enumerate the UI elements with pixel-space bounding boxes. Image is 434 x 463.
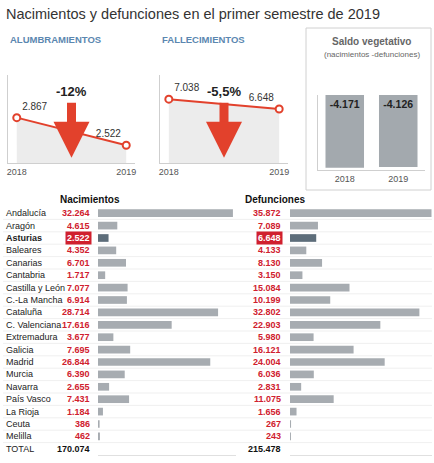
svg-text:3.677: 3.677 xyxy=(67,332,90,342)
svg-text:11.075: 11.075 xyxy=(254,394,281,404)
svg-text:Saldo vegetativo: Saldo vegetativo xyxy=(332,36,411,47)
svg-text:(nacimientos -defunciones): (nacimientos -defunciones) xyxy=(324,50,420,59)
svg-text:28.714: 28.714 xyxy=(62,307,90,317)
svg-text:Castilla y León: Castilla y León xyxy=(6,283,65,293)
svg-text:2018: 2018 xyxy=(335,174,355,184)
svg-text:La Rioja: La Rioja xyxy=(6,407,39,417)
svg-text:Galicia: Galicia xyxy=(6,345,34,355)
svg-text:6.390: 6.390 xyxy=(67,369,90,379)
svg-text:FALLECIMIENTOS: FALLECIMIENTOS xyxy=(162,34,245,45)
svg-text:32.264: 32.264 xyxy=(62,208,90,218)
svg-text:2018: 2018 xyxy=(159,167,179,177)
svg-text:6.701: 6.701 xyxy=(67,258,90,268)
svg-text:6.648: 6.648 xyxy=(249,92,274,103)
svg-text:8.130: 8.130 xyxy=(258,258,281,268)
svg-text:Madrid: Madrid xyxy=(6,357,34,367)
svg-text:Cantabria: Cantabria xyxy=(6,270,45,280)
svg-text:6.914: 6.914 xyxy=(67,295,90,305)
svg-text:17.616: 17.616 xyxy=(62,320,90,330)
svg-text:Melilla: Melilla xyxy=(6,431,32,441)
svg-text:1.656: 1.656 xyxy=(258,407,281,417)
svg-text:Nacimientos: Nacimientos xyxy=(60,194,120,205)
svg-text:7.431: 7.431 xyxy=(67,394,90,404)
svg-text:10.199: 10.199 xyxy=(253,295,281,305)
svg-text:35.872: 35.872 xyxy=(253,208,281,218)
svg-text:462: 462 xyxy=(75,431,90,441)
svg-text:15.084: 15.084 xyxy=(253,283,281,293)
svg-text:267: 267 xyxy=(266,419,281,429)
svg-text:País Vasco: País Vasco xyxy=(6,394,51,404)
svg-text:-12%: -12% xyxy=(56,84,87,99)
svg-text:243: 243 xyxy=(266,431,281,441)
svg-text:Andalucía: Andalucía xyxy=(6,208,46,218)
svg-text:Nacimientos y defunciones en e: Nacimientos y defunciones en el primer s… xyxy=(6,6,380,22)
svg-text:22.903: 22.903 xyxy=(253,320,281,330)
svg-text:2019: 2019 xyxy=(116,167,136,177)
svg-text:2.831: 2.831 xyxy=(258,382,281,392)
svg-text:2.655: 2.655 xyxy=(67,382,90,392)
svg-text:4.352: 4.352 xyxy=(67,245,90,255)
svg-text:Cataluña: Cataluña xyxy=(6,307,42,317)
svg-text:2018: 2018 xyxy=(7,167,27,177)
svg-text:2.867: 2.867 xyxy=(22,101,47,112)
svg-text:170.074: 170.074 xyxy=(57,444,90,454)
svg-text:32.802: 32.802 xyxy=(253,307,281,317)
svg-text:7.077: 7.077 xyxy=(67,283,90,293)
svg-text:7.089: 7.089 xyxy=(258,221,281,231)
svg-text:2019: 2019 xyxy=(388,174,408,184)
svg-text:ALUMBRAMIENTOS: ALUMBRAMIENTOS xyxy=(10,34,101,45)
svg-text:TOTAL: TOTAL xyxy=(6,444,34,454)
svg-text:6.648: 6.648 xyxy=(258,233,281,243)
svg-text:6.036: 6.036 xyxy=(258,369,281,379)
svg-text:-4.126: -4.126 xyxy=(383,98,413,110)
svg-text:Baleares: Baleares xyxy=(6,245,42,255)
svg-text:2.522: 2.522 xyxy=(67,233,90,243)
svg-text:C.-La Mancha: C.-La Mancha xyxy=(6,295,63,305)
svg-text:1.717: 1.717 xyxy=(67,270,90,280)
svg-text:Murcia: Murcia xyxy=(6,369,33,379)
svg-text:Asturias: Asturias xyxy=(6,233,42,243)
svg-text:2019: 2019 xyxy=(269,167,289,177)
svg-text:-4.171: -4.171 xyxy=(330,98,360,110)
svg-text:7.695: 7.695 xyxy=(67,345,90,355)
svg-text:2.522: 2.522 xyxy=(96,128,121,139)
svg-text:16.121: 16.121 xyxy=(253,345,281,355)
svg-text:386: 386 xyxy=(75,419,90,429)
svg-text:Canarias: Canarias xyxy=(6,258,43,268)
svg-text:5.980: 5.980 xyxy=(258,332,281,342)
svg-text:Navarra: Navarra xyxy=(6,382,38,392)
svg-text:7.038: 7.038 xyxy=(174,82,199,93)
svg-text:Extremadura: Extremadura xyxy=(6,332,58,342)
svg-text:Aragón: Aragón xyxy=(6,221,35,231)
svg-text:4.133: 4.133 xyxy=(258,245,281,255)
svg-text:4.615: 4.615 xyxy=(67,221,90,231)
svg-text:215.478: 215.478 xyxy=(248,444,281,454)
svg-text:26.844: 26.844 xyxy=(62,357,90,367)
svg-text:24.004: 24.004 xyxy=(253,357,281,367)
svg-text:-5,5%: -5,5% xyxy=(207,84,241,99)
svg-text:Defunciones: Defunciones xyxy=(245,194,305,205)
svg-text:C. Valenciana: C. Valenciana xyxy=(6,320,61,330)
svg-text:1.184: 1.184 xyxy=(67,407,90,417)
svg-text:3.150: 3.150 xyxy=(258,270,281,280)
svg-text:Ceuta: Ceuta xyxy=(6,419,30,429)
